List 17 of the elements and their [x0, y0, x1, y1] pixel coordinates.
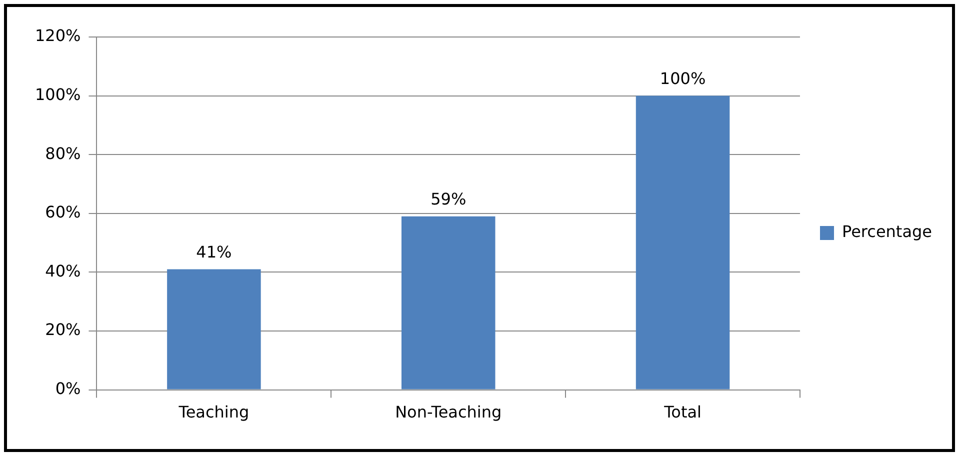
y-tick-label: 80% — [45, 144, 81, 163]
bar — [167, 269, 261, 390]
data-label: 59% — [430, 189, 466, 208]
x-tick-label: Teaching — [178, 402, 250, 422]
y-tick-label: 40% — [45, 261, 81, 280]
y-tick-label: 20% — [45, 320, 81, 340]
legend-label: Percentage — [842, 222, 932, 242]
x-tick-label: Total — [663, 402, 702, 422]
data-label: 41% — [196, 242, 232, 262]
y-tick-label: 100% — [34, 84, 81, 104]
bar — [401, 216, 496, 390]
y-tick-label: 60% — [45, 202, 81, 222]
data-label: 100% — [660, 68, 706, 88]
x-tick-label: Non-Teaching — [395, 402, 502, 422]
bar — [636, 96, 730, 390]
y-tick-label: 120% — [34, 26, 81, 46]
y-tick-label: 0% — [55, 378, 81, 398]
